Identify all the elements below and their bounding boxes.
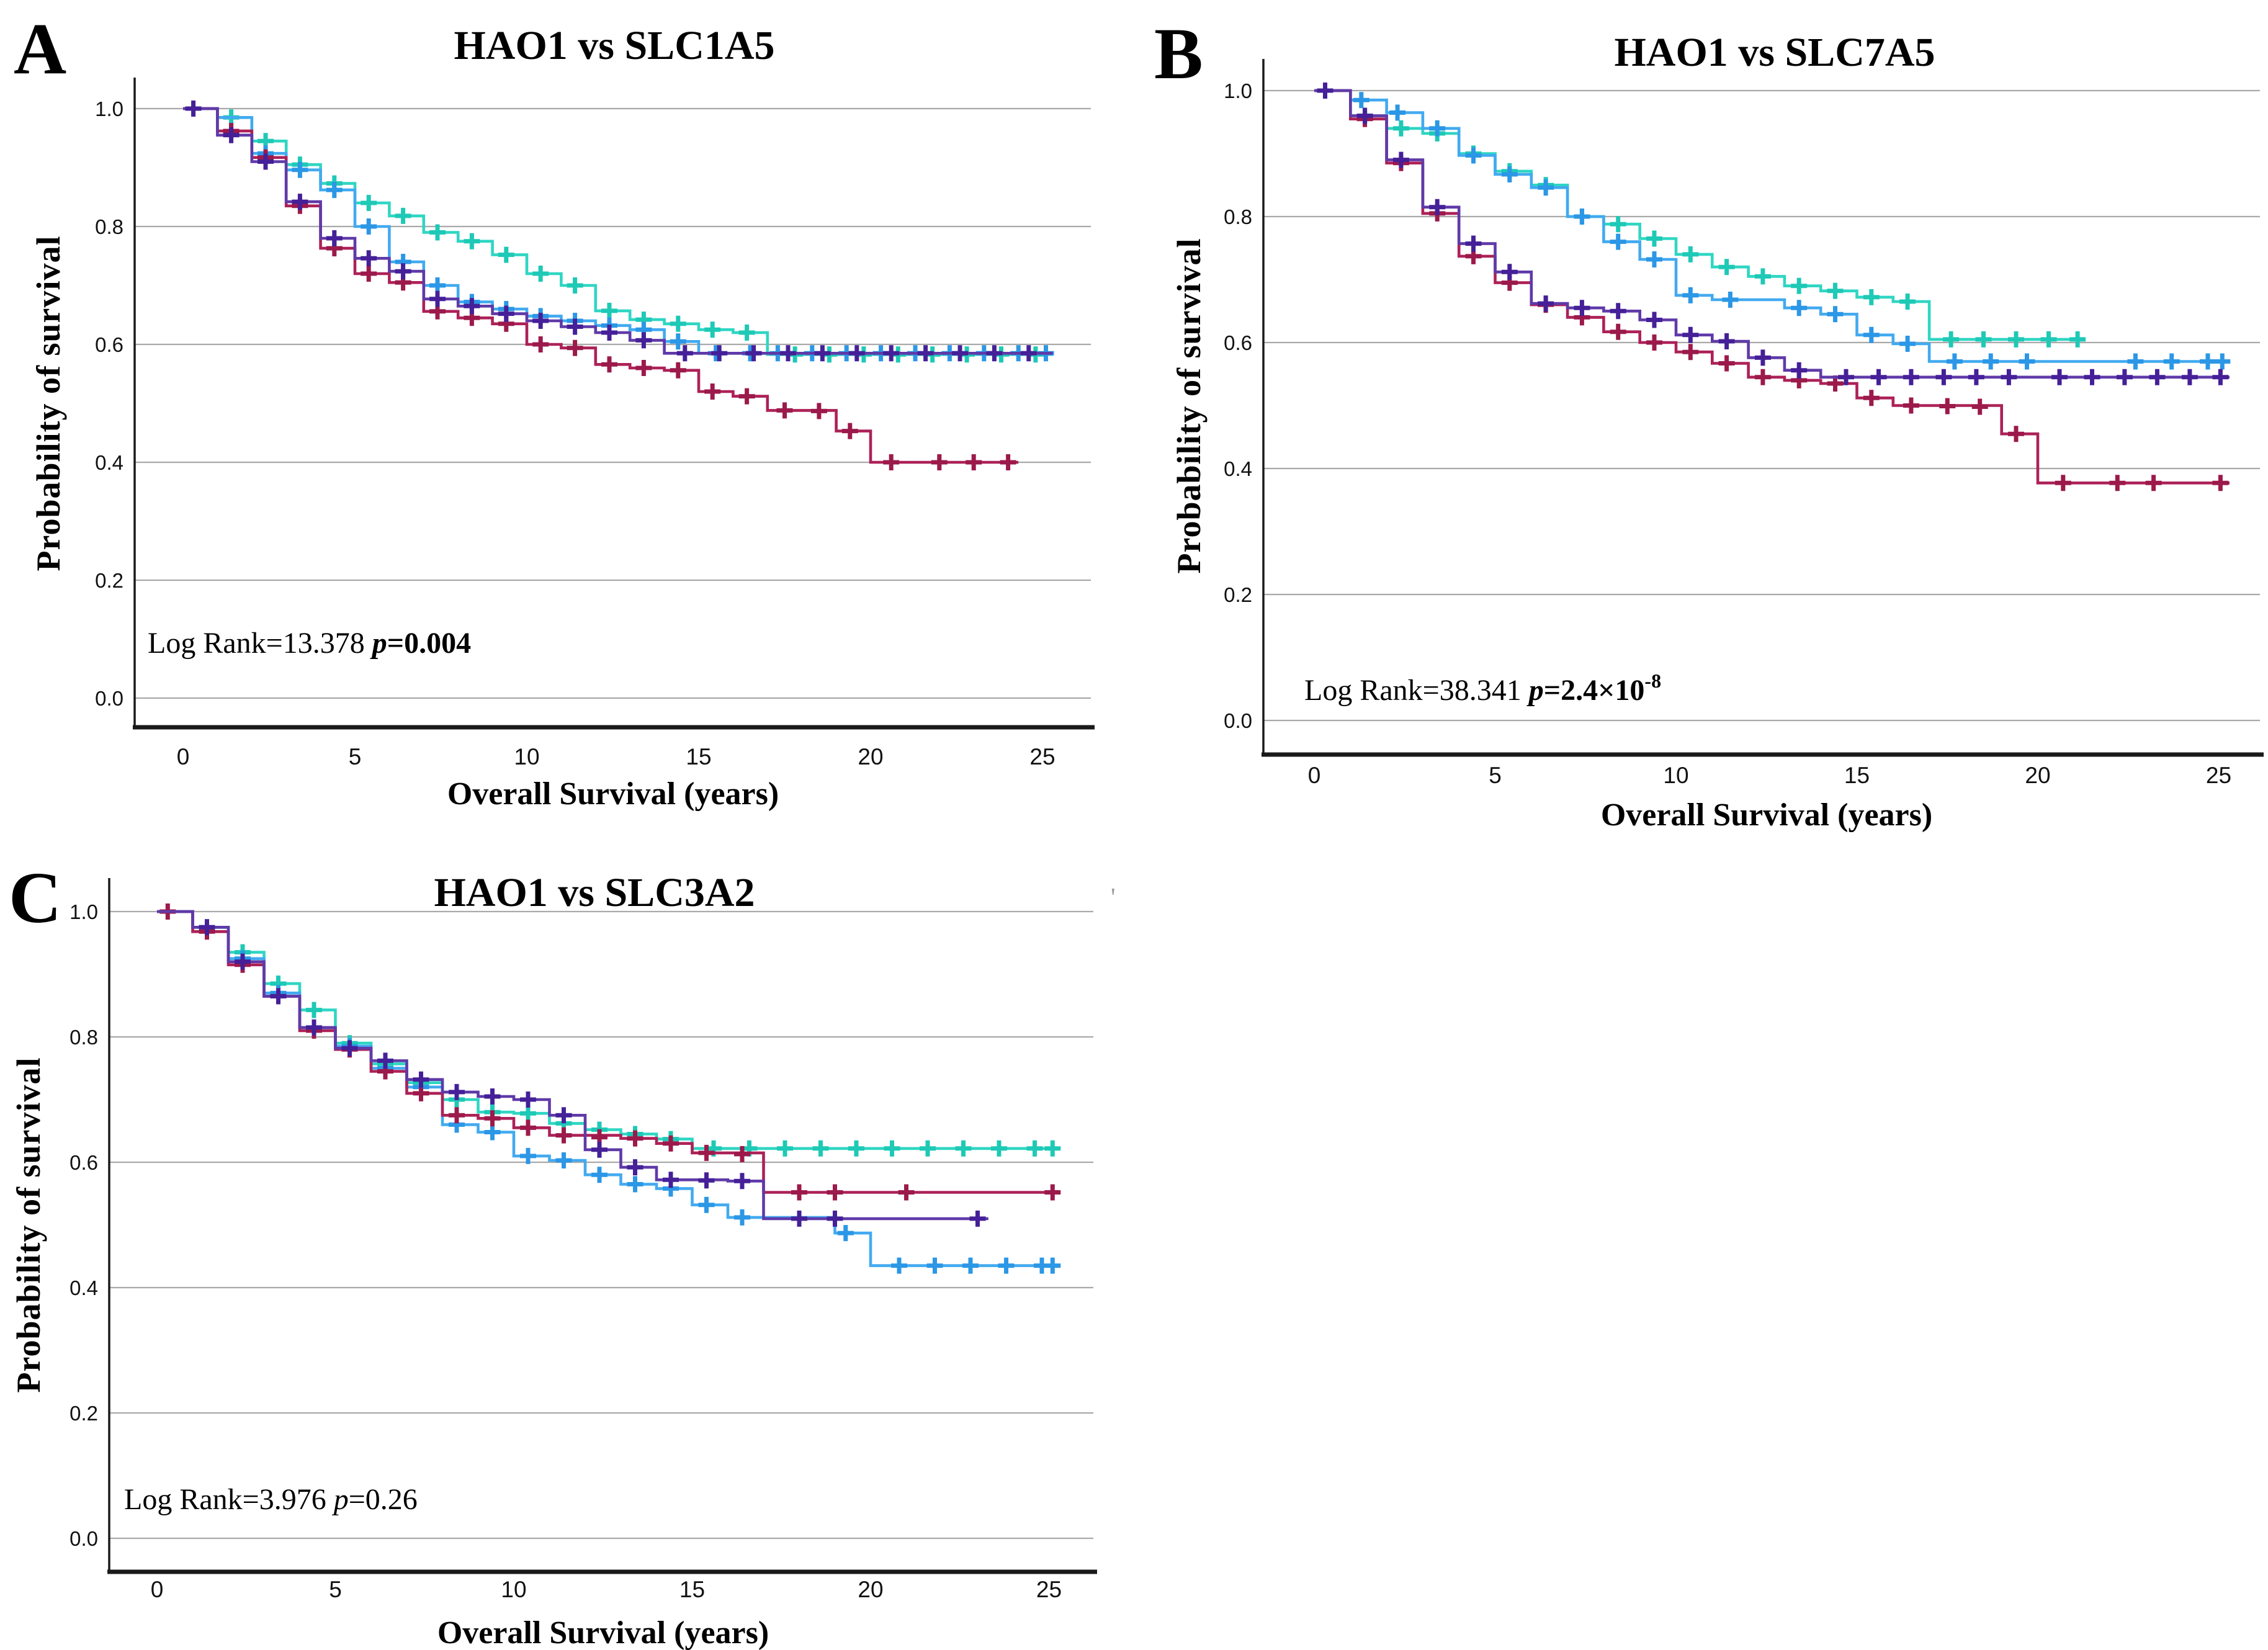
group-crimson-censor-marks [223,123,1016,470]
panel-a-tick-layer: 1.0 0.8 0.6 0.4 0.2 0.0 0 5 10 15 20 25 [95,97,1055,769]
group-turquoise-censor-marks [223,109,1044,363]
group-lightblue-censor-marks [199,919,1061,1274]
p-value-text: =0.004 [387,627,471,660]
y-tick-label: 0.4 [69,1276,98,1299]
y-tick-label: 0.6 [69,1151,98,1174]
y-tick-label: 0.8 [95,215,123,238]
panel-a-y-axis-title: Probability of survival [30,235,67,571]
panel-c-tick-layer: 1.0 0.8 0.6 0.4 0.2 0.0 0 5 10 15 20 25 [69,900,1062,1602]
p-symbol: p [332,1483,349,1516]
panel-b-x-axis-title: Overall Survival (years) [1601,797,1932,833]
group-turquoise-curve [157,910,1060,1150]
x-tick-label: 10 [514,744,539,769]
x-tick-label: 20 [2025,763,2050,788]
panel-c-x-axis-title: Overall Survival (years) [437,1615,769,1650]
x-tick-label: 25 [2206,763,2231,788]
logrank-value-text: Log Rank=13.378 [148,627,372,660]
panel-a-title: HAO1 vs SLC1A5 [454,23,774,68]
panel-a-series-layer [183,101,1054,470]
group-purple-censor-marks [1317,83,2229,385]
y-tick-label: 0.2 [1224,583,1252,606]
group-turquoise-curve [1314,89,2085,341]
group-purple-censor-marks [185,101,1037,362]
panel-c-grid-layer [109,910,1093,1540]
p-value-text: =2.4×10 [1544,674,1645,707]
group-purple-curve [157,910,988,1221]
group-turquoise-curve [183,107,1053,356]
x-tick-label: 25 [1036,1577,1062,1602]
y-tick-label: 1.0 [95,97,123,120]
y-tick-label: 0.8 [69,1026,98,1049]
panel-c-logrank-annotation: Log Rank=3.976 p=0.26 [124,1483,418,1516]
panel-c-letter: C [9,857,61,938]
group-crimson-curve [183,107,1019,464]
panel-a-x-axis-title: Overall Survival (years) [447,776,779,812]
p-value-text: =0.26 [349,1483,418,1516]
group-lightblue-curve [183,107,1053,355]
x-tick-label: 15 [686,744,711,769]
panel-b-tick-layer: 1.0 0.8 0.6 0.4 0.2 0.0 0 5 10 15 20 25 [1224,79,2231,788]
panel-c-title: HAO1 vs SLC3A2 [434,870,755,915]
panel-a: 1.0 0.8 0.6 0.4 0.2 0.0 0 5 10 15 20 25 A HAO1 vs S… [14,8,1095,812]
group-lightblue-censor-marks [1353,92,2231,370]
group-purple-censor-marks [199,919,986,1227]
y-tick-label: 0.6 [1224,331,1252,354]
group-turquoise-censor-marks [199,919,1061,1157]
x-tick-label: 25 [1029,744,1055,769]
y-tick-label: 1.0 [1224,79,1252,102]
x-tick-label: 0 [1308,763,1321,788]
y-tick-label: 0.0 [95,687,123,710]
panel-b-logrank-annotation: Log Rank=38.341 p=2.4×10-8 [1304,670,1661,707]
y-tick-label: 0.2 [95,569,123,592]
x-tick-label: 10 [501,1577,526,1602]
y-tick-label: 0.0 [1224,709,1252,732]
y-tick-label: 0.2 [69,1402,98,1425]
group-turquoise-censor-marks [1356,107,2086,347]
panel-b: 1.0 0.8 0.6 0.4 0.2 0.0 0 5 10 15 20 25 B HAO1 vs S… [1154,13,2264,833]
p-symbol: p [370,627,387,660]
stray-mark: ' [1111,884,1116,912]
panel-c: 1.0 0.8 0.6 0.4 0.2 0.0 0 5 10 15 20 25 C HAO1 vs S… [9,857,1116,1650]
x-tick-label: 5 [349,744,362,769]
panel-c-series-layer [157,903,1061,1274]
panel-b-grid-layer [1263,89,2260,722]
x-tick-label: 20 [858,1577,883,1602]
group-lightblue-curve [1314,89,2230,363]
group-crimson-curve [1314,89,2230,485]
panel-b-axis-layer [1262,59,2264,757]
y-tick-label: 0.4 [95,451,123,474]
panel-a-axis-layer [133,78,1095,730]
y-tick-label: 0.8 [1224,205,1252,228]
panel-a-logrank-annotation: Log Rank=13.378 p=0.004 [148,627,471,660]
x-tick-label: 20 [858,744,883,769]
panel-b-series-layer [1314,83,2231,491]
p-symbol: p [1526,674,1544,707]
group-lightblue-curve [157,910,1060,1267]
y-tick-label: 0.6 [95,333,123,356]
panel-a-grid-layer [135,107,1091,699]
logrank-value-text: Log Rank=3.976 [124,1483,334,1516]
x-tick-label: 10 [1663,763,1688,788]
y-tick-label: 0.4 [1224,457,1252,480]
x-tick-label: 0 [151,1577,164,1602]
x-tick-label: 5 [329,1577,342,1602]
panel-b-title: HAO1 vs SLC7A5 [1614,30,1935,75]
group-crimson-censor-marks [1356,110,2229,491]
logrank-value-text: Log Rank=38.341 [1304,674,1529,707]
panel-b-y-axis-title: Probability of survival [1170,238,1208,573]
panel-b-letter: B [1154,13,1203,94]
panel-a-letter: A [14,8,66,89]
x-tick-label: 5 [1489,763,1502,788]
group-purple-curve [183,107,1053,355]
x-tick-label: 0 [177,744,190,769]
x-tick-label: 15 [1844,763,1870,788]
y-tick-label: 0.0 [69,1527,98,1550]
y-tick-label: 1.0 [69,900,98,923]
panel-c-axis-layer [107,878,1097,1574]
panel-c-y-axis-title: Probability of survival [10,1057,47,1392]
p-exponent: -8 [1644,670,1661,692]
x-tick-label: 15 [679,1577,705,1602]
